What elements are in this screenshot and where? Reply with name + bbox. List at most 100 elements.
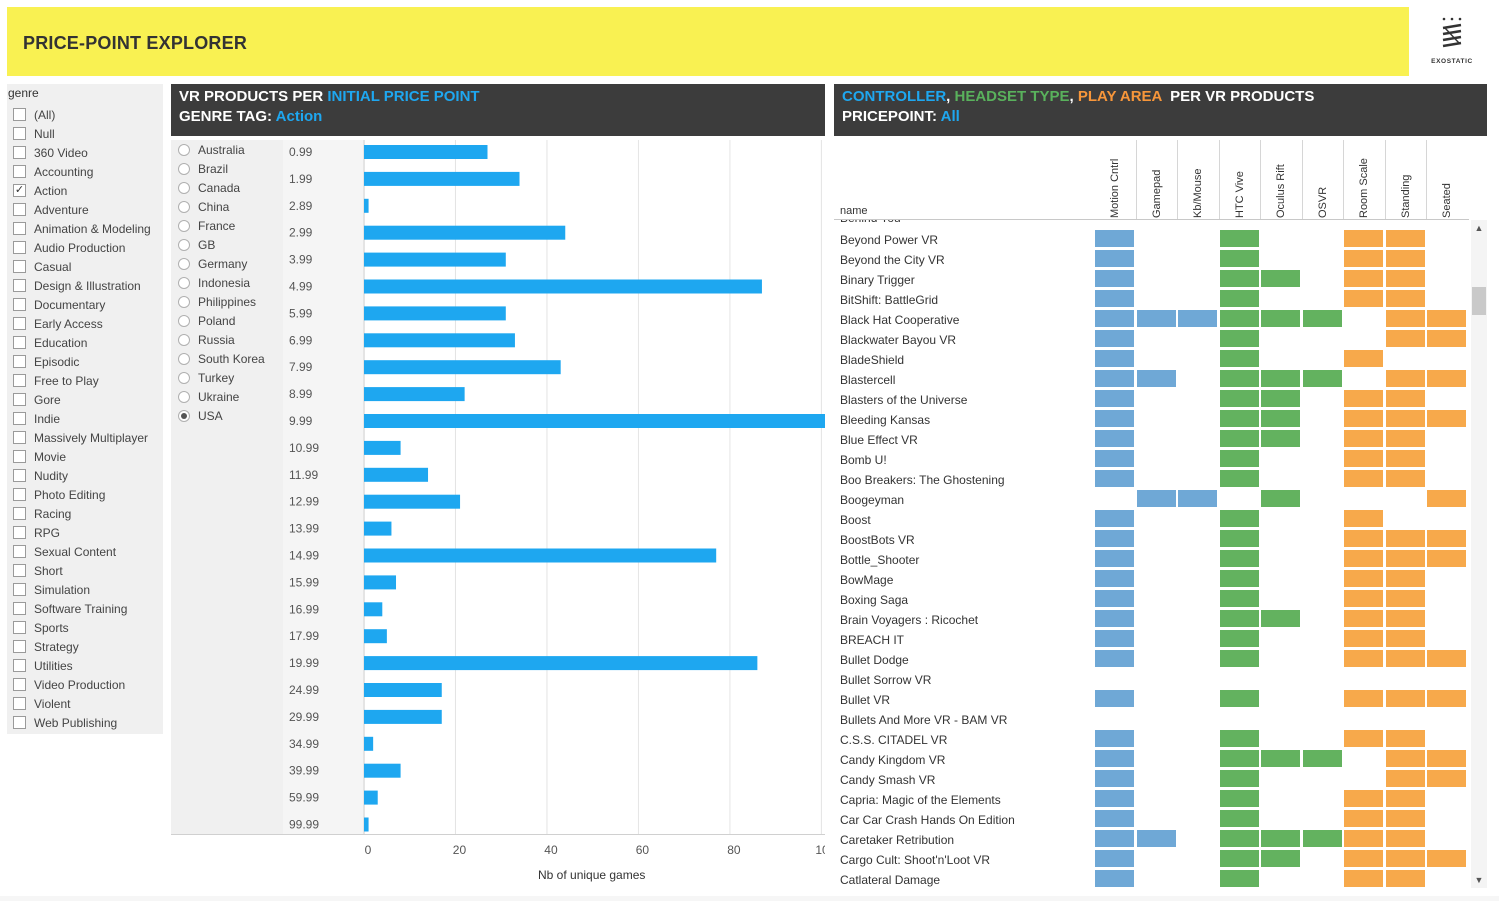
table-row[interactable]: BladeShield [834, 350, 1469, 370]
genre-option[interactable]: Software Training [13, 599, 163, 618]
table-row[interactable]: Bullet Dodge [834, 650, 1469, 670]
column-header[interactable]: OSVR [1315, 140, 1335, 218]
radio-button[interactable] [178, 334, 190, 346]
checkbox[interactable] [13, 260, 26, 273]
table-row[interactable]: Cargo Cult: Shoot'n'Loot VR [834, 850, 1469, 870]
checkbox[interactable] [13, 412, 26, 425]
checkbox[interactable] [13, 507, 26, 520]
genre-option[interactable]: Racing [13, 504, 163, 523]
checkbox[interactable] [13, 583, 26, 596]
genre-option[interactable]: Indie [13, 409, 163, 428]
table-row[interactable]: Bottle_Shooter [834, 550, 1469, 570]
country-option[interactable]: Indonesia [178, 274, 283, 293]
table-row[interactable]: Binary Trigger [834, 270, 1469, 290]
table-row[interactable]: Capria: Magic of the Elements [834, 790, 1469, 810]
table-row[interactable]: Black Hat Cooperative [834, 310, 1469, 330]
table-row[interactable]: Car Car Crash Hands On Edition [834, 810, 1469, 830]
table-row[interactable]: BitShift: BattleGrid [834, 290, 1469, 310]
genre-option[interactable]: Accounting [13, 162, 163, 181]
country-option[interactable]: Philippines [178, 293, 283, 312]
genre-option[interactable]: Web Publishing [13, 713, 163, 732]
scroll-down-arrow-icon[interactable]: ▼ [1474, 875, 1484, 885]
table-row[interactable]: Bomb U! [834, 450, 1469, 470]
genre-option[interactable]: Sexual Content [13, 542, 163, 561]
checkbox[interactable] [13, 374, 26, 387]
exostatic-logo[interactable]: EXOSTATIC [1421, 14, 1483, 70]
genre-option[interactable]: Sports [13, 618, 163, 637]
radio-button[interactable] [178, 182, 190, 194]
checkbox[interactable] [13, 298, 26, 311]
genre-option[interactable]: Episodic [13, 352, 163, 371]
genre-option[interactable]: Casual [13, 257, 163, 276]
country-option[interactable]: Brazil [178, 160, 283, 179]
table-row[interactable]: Beyond the City VR [834, 250, 1469, 270]
table-row[interactable]: Beyond Power VR [834, 230, 1469, 250]
genre-option[interactable]: Photo Editing [13, 485, 163, 504]
checkbox[interactable] [13, 336, 26, 349]
country-option[interactable]: China [178, 198, 283, 217]
checkbox[interactable] [13, 545, 26, 558]
country-option[interactable]: Canada [178, 179, 283, 198]
country-option[interactable]: Turkey [178, 369, 283, 388]
table-row[interactable]: Catlateral Damage [834, 870, 1469, 888]
genre-option[interactable]: 360 Video [13, 143, 163, 162]
country-option[interactable]: Australia [178, 141, 283, 160]
table-row[interactable]: Boost [834, 510, 1469, 530]
country-option[interactable]: USA [178, 407, 283, 426]
country-option[interactable]: Germany [178, 255, 283, 274]
checkbox[interactable] [13, 450, 26, 463]
scroll-up-arrow-icon[interactable]: ▲ [1474, 223, 1484, 233]
table-row[interactable]: Bleeding Kansas [834, 410, 1469, 430]
table-row[interactable]: Boo Breakers: The Ghostening [834, 470, 1469, 490]
checkbox[interactable] [13, 659, 26, 672]
column-header[interactable]: Room Scale [1356, 140, 1376, 218]
genre-option[interactable]: Null [13, 124, 163, 143]
table-row[interactable]: Bullet VR [834, 690, 1469, 710]
country-option[interactable]: Ukraine [178, 388, 283, 407]
table-row[interactable]: Candy Kingdom VR [834, 750, 1469, 770]
column-header[interactable]: HTC Vive [1232, 140, 1252, 218]
country-option[interactable]: Poland [178, 312, 283, 331]
genre-option[interactable]: Strategy [13, 637, 163, 656]
checkbox[interactable] [13, 317, 26, 330]
checkbox[interactable] [13, 355, 26, 368]
checkbox[interactable] [13, 279, 26, 292]
table-row[interactable]: Blasters of the Universe [834, 390, 1469, 410]
genre-option[interactable]: Free to Play [13, 371, 163, 390]
radio-button[interactable] [178, 296, 190, 308]
table-row[interactable]: Boxing Saga [834, 590, 1469, 610]
column-header[interactable]: Standing [1398, 140, 1418, 218]
scroll-thumb[interactable] [1472, 287, 1486, 315]
column-header[interactable]: Seated [1439, 140, 1459, 218]
checkbox[interactable] [13, 431, 26, 444]
table-row[interactable]: Caretaker Retribution [834, 830, 1469, 850]
radio-button[interactable] [178, 144, 190, 156]
genre-option[interactable]: Simulation [13, 580, 163, 599]
checkbox[interactable] [13, 602, 26, 615]
radio-button[interactable] [178, 220, 190, 232]
checkbox[interactable] [13, 526, 26, 539]
table-row[interactable]: C.S.S. CITADEL VR [834, 730, 1469, 750]
table-row[interactable]: Candy Smash VR [834, 770, 1469, 790]
checkbox-checked[interactable]: ✓ [13, 184, 26, 197]
checkbox[interactable] [13, 488, 26, 501]
genre-option[interactable]: RPG [13, 523, 163, 542]
checkbox[interactable] [13, 241, 26, 254]
checkbox[interactable] [13, 716, 26, 729]
checkbox[interactable] [13, 640, 26, 653]
column-header[interactable]: Motion Cntrl [1107, 140, 1127, 218]
checkbox[interactable] [13, 469, 26, 482]
checkbox[interactable] [13, 678, 26, 691]
genre-option[interactable]: Violent [13, 694, 163, 713]
radio-button[interactable] [178, 277, 190, 289]
radio-button[interactable] [178, 372, 190, 384]
checkbox[interactable] [13, 165, 26, 178]
checkbox[interactable] [13, 697, 26, 710]
genre-option[interactable]: Short [13, 561, 163, 580]
checkbox[interactable] [13, 127, 26, 140]
table-row[interactable]: BowMage [834, 570, 1469, 590]
genre-option[interactable]: Massively Multiplayer [13, 428, 163, 447]
checkbox[interactable] [13, 146, 26, 159]
radio-button[interactable] [178, 353, 190, 365]
radio-selected[interactable] [178, 410, 190, 422]
